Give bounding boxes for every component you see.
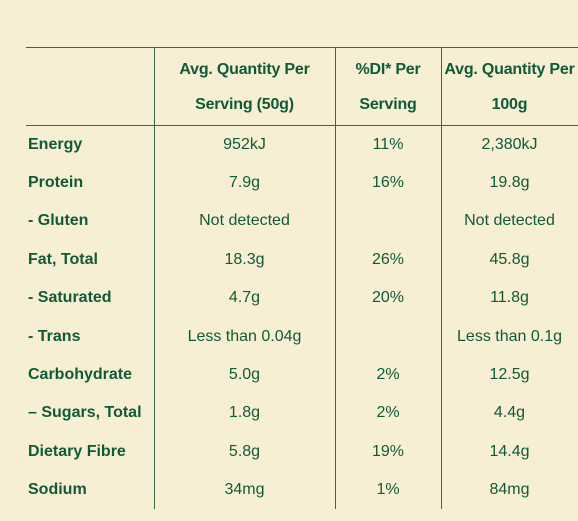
header-avg-quantity-per-100g: Avg. Quantity Per 100g [441, 48, 578, 125]
header-line: Avg. Quantity Per [444, 60, 575, 78]
row-label: Energy [28, 136, 83, 153]
header-di-per-serving: %DI* Per Serving [335, 48, 441, 125]
per-100g-value: 12.5g [489, 366, 530, 383]
row-label: Dietary Fibre [28, 443, 126, 460]
header-avg-quantity-per-serving: Avg. Quantity Per Serving (50g) [154, 48, 335, 125]
table-row: Carbohydrate 5.0g 2% 12.5g [26, 356, 578, 394]
di-value: 20% [371, 289, 405, 306]
serving-value: 18.3g [224, 251, 265, 268]
column-divider [335, 48, 336, 509]
per-100g-value: 19.8g [489, 174, 530, 191]
row-label: - Gluten [28, 212, 89, 229]
column-divider [441, 48, 442, 509]
serving-value: 1.8g [228, 404, 261, 421]
serving-value: 952kJ [223, 136, 266, 153]
table-row: Protein 7.9g 16% 19.8g [26, 164, 578, 202]
column-divider [154, 48, 155, 509]
per-100g-value: 2,380kJ [481, 136, 538, 153]
table-row: - Saturated 4.7g 20% 11.8g [26, 279, 578, 317]
table-row: Dietary Fibre 5.8g 19% 14.4g [26, 433, 578, 471]
serving-value: 5.0g [228, 366, 261, 383]
table-row: Fat, Total 18.3g 26% 45.8g [26, 241, 578, 279]
row-label: Fat, Total [28, 251, 98, 268]
di-value: 2% [376, 366, 400, 383]
header-line: %DI* Per [355, 60, 421, 78]
table-row: - Trans Less than 0.04g Less than 0.1g [26, 318, 578, 356]
table-row: Energy 952kJ 11% 2,380kJ [26, 126, 578, 164]
row-label: - Trans [28, 328, 81, 345]
per-100g-value: 4.4g [493, 404, 526, 421]
header-line: Serving [359, 95, 417, 113]
per-100g-value: 14.4g [489, 443, 530, 460]
header-line: Serving (50g) [195, 95, 294, 113]
per-100g-value: 11.8g [490, 289, 529, 306]
header-line: 100g [491, 95, 528, 113]
table-row: - Gluten Not detected Not detected [26, 202, 578, 240]
header-line: Avg. Quantity Per [179, 60, 310, 78]
di-value: 2% [376, 404, 400, 421]
di-value: 16% [371, 174, 405, 191]
serving-value: 7.9g [228, 174, 261, 191]
di-value [335, 202, 441, 240]
row-label: Carbohydrate [28, 366, 133, 383]
per-100g-value: Not detected [464, 212, 555, 229]
di-value [335, 318, 441, 356]
di-value: 19% [371, 443, 405, 460]
table-row: – Sugars, Total 1.8g 2% 4.4g [26, 394, 578, 432]
per-100g-value: 45.8g [489, 251, 530, 268]
serving-value: Not detected [199, 212, 290, 229]
row-label: - Saturated [28, 289, 112, 306]
serving-value: 34mg [224, 481, 265, 498]
serving-value: 5.8g [228, 443, 261, 460]
table-header: Avg. Quantity Per Serving (50g) %DI* Per… [26, 48, 578, 125]
header-divider [26, 125, 578, 126]
di-value: 1% [376, 481, 400, 498]
nutrition-table: Avg. Quantity Per Serving (50g) %DI* Per… [26, 47, 578, 509]
row-label: Sodium [28, 481, 87, 498]
di-value: 11% [372, 136, 404, 153]
row-label: – Sugars, Total [28, 404, 142, 421]
serving-value: Less than 0.04g [187, 328, 302, 345]
row-label: Protein [28, 174, 84, 191]
table-row: Sodium 34mg 1% 84mg [26, 471, 578, 509]
di-value: 26% [371, 251, 405, 268]
serving-value: 4.7g [228, 289, 261, 306]
per-100g-value: Less than 0.1g [457, 328, 562, 345]
per-100g-value: 84mg [489, 481, 530, 498]
